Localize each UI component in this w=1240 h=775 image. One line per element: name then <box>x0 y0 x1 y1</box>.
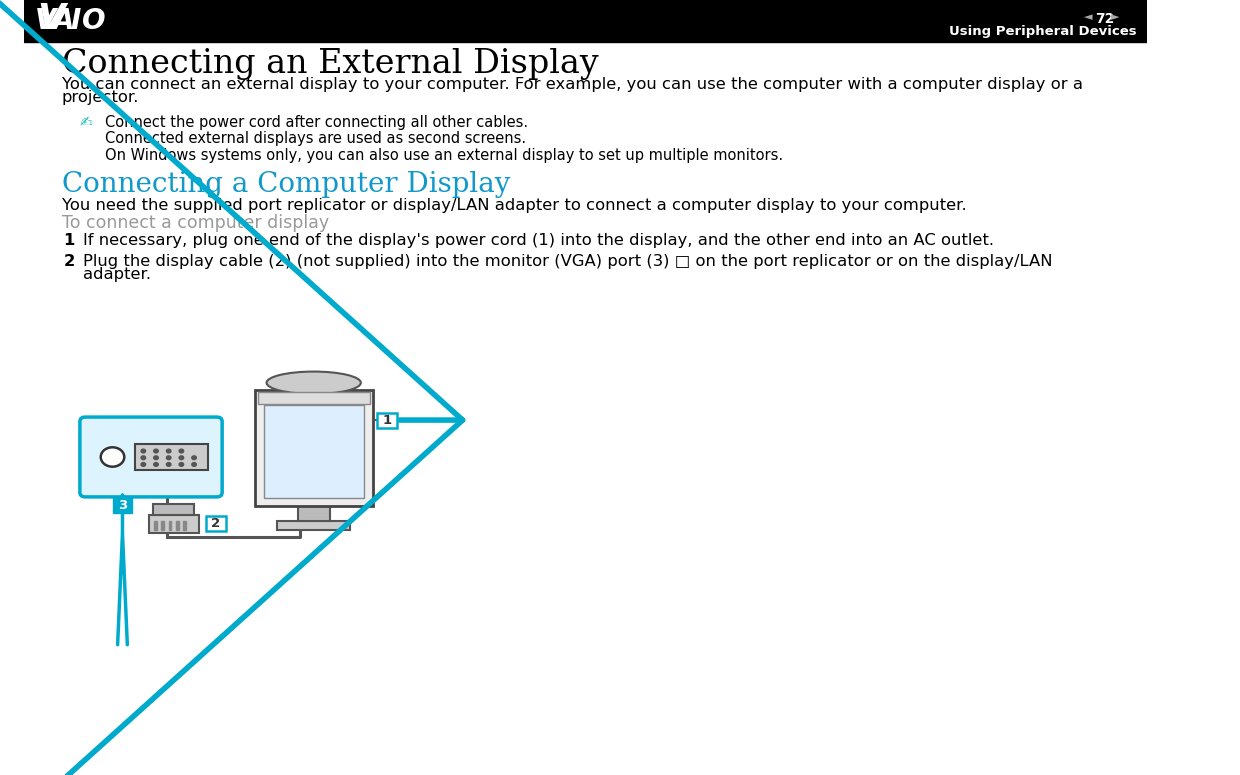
Text: Connect the power cord after connecting all other cables.: Connect the power cord after connecting … <box>105 115 528 130</box>
Text: ✍: ✍ <box>79 114 93 129</box>
Text: V: V <box>35 7 56 35</box>
Bar <box>113 498 133 513</box>
Circle shape <box>192 456 196 460</box>
Circle shape <box>141 456 145 460</box>
Text: Connecting a Computer Display: Connecting a Computer Display <box>62 170 510 198</box>
Circle shape <box>179 456 184 460</box>
Text: 1: 1 <box>63 232 74 248</box>
Bar <box>254 391 372 506</box>
Circle shape <box>154 449 159 453</box>
Text: To connect a computer display: To connect a computer display <box>62 214 329 232</box>
Text: 2: 2 <box>63 253 74 269</box>
Text: adapter.: adapter. <box>83 267 150 282</box>
Text: V: V <box>37 2 66 36</box>
Circle shape <box>179 463 184 467</box>
Bar <box>184 521 186 530</box>
Circle shape <box>166 456 171 460</box>
Text: Using Peripheral Devices: Using Peripheral Devices <box>949 25 1137 38</box>
Text: A: A <box>52 7 74 35</box>
Bar <box>258 392 370 404</box>
Bar <box>298 506 330 521</box>
FancyBboxPatch shape <box>79 417 222 497</box>
Text: 3: 3 <box>118 499 126 512</box>
Text: You need the supplied port replicator or display/LAN adapter to connect a comput: You need the supplied port replicator or… <box>62 198 966 212</box>
Circle shape <box>100 447 124 467</box>
Ellipse shape <box>267 371 361 394</box>
Bar <box>24 0 1147 42</box>
Text: projector.: projector. <box>62 90 139 105</box>
Bar <box>135 443 207 470</box>
Bar <box>176 521 179 530</box>
Bar <box>377 412 397 428</box>
Circle shape <box>192 463 196 467</box>
Bar <box>154 521 157 530</box>
Circle shape <box>154 463 159 467</box>
Circle shape <box>154 456 159 460</box>
Text: 2: 2 <box>211 517 221 530</box>
Text: Connecting an External Display: Connecting an External Display <box>62 49 599 81</box>
Bar <box>149 515 198 533</box>
Text: You can connect an external display to your computer. For example, you can use t: You can connect an external display to y… <box>62 77 1083 92</box>
Text: VAIO: VAIO <box>35 6 117 36</box>
Text: I: I <box>71 7 81 35</box>
Text: 1: 1 <box>382 414 392 426</box>
Circle shape <box>141 463 145 467</box>
Bar <box>264 405 363 498</box>
Bar <box>169 521 171 530</box>
Bar <box>278 521 350 530</box>
Text: O: O <box>82 7 105 35</box>
Circle shape <box>141 449 145 453</box>
Text: ►: ► <box>1111 12 1120 22</box>
Circle shape <box>166 449 171 453</box>
Bar <box>206 516 226 531</box>
Text: If necessary, plug one end of the display's power cord (1) into the display, and: If necessary, plug one end of the displa… <box>83 232 993 248</box>
Text: 72: 72 <box>1095 12 1115 26</box>
Text: ◄: ◄ <box>1084 12 1092 22</box>
Text: Connected external displays are used as second screens.: Connected external displays are used as … <box>105 131 527 146</box>
Circle shape <box>179 449 184 453</box>
Text: Plug the display cable (2) (not supplied) into the monitor (VGA) port (3) □ on t: Plug the display cable (2) (not supplied… <box>83 253 1052 269</box>
Circle shape <box>166 463 171 467</box>
Bar <box>161 521 164 530</box>
Bar <box>154 504 195 515</box>
Text: On Windows systems only, you can also use an external display to set up multiple: On Windows systems only, you can also us… <box>105 148 784 163</box>
